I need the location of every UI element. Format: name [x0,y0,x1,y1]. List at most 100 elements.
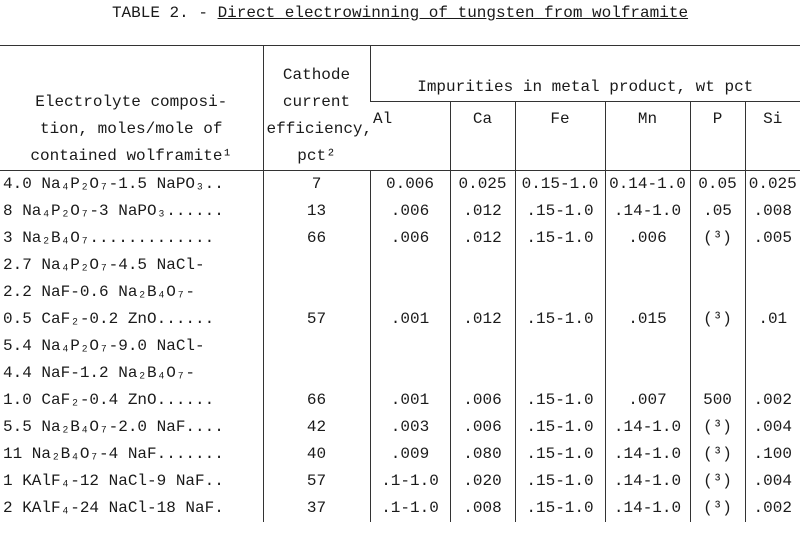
header-cell: Electrolyte composi-tion, moles/mole of c… [0,45,263,171]
impurity-cell: .008 [744,198,800,225]
impurity-cell: .009 [369,441,450,468]
text-line: 1.0 CaF₂-0.4 ZnO...... [3,391,215,409]
efficiency-cell: 57 [262,252,370,333]
table-label: TABLE 2. - [111,4,208,22]
impurity-cell: .05 [689,198,745,225]
impurity-cell: .14-1.0 [604,198,690,225]
impurity-cell: 0.025 [449,170,515,198]
data-table: Electrolyte composi-tion, moles/mole of c… [0,45,800,522]
header-cell: Mn [604,101,690,171]
header-cell: Al [370,101,450,171]
impurity-cell: .15-1.0 [514,198,605,225]
impurity-cell: .01 [744,252,800,333]
impurity-cell: .006 [449,333,515,414]
table-title: TABLE 2. - Direct electrowinning of tung… [0,2,800,24]
impurity-cell: .002 [744,495,800,522]
text-line: contained wolframite¹ [30,147,233,165]
composition-cell: 1 KAlF₄-12 NaCl-9 NaF.. [0,468,263,495]
impurity-cell: .14-1.0 [604,441,690,468]
impurity-cell: .020 [449,468,515,495]
composition-cell: 2.7 Na₄P₂O₇-4.5 NaCl- 2.2 NaF-0.6 Na₂B₄O₇… [0,252,263,333]
impurity-cell: 0.025 [744,170,800,198]
composition-cell: 5.4 Na₄P₂O₇-9.0 NaCl- 4.4 NaF-1.2 Na₂B₄O₇… [0,333,263,414]
efficiency-cell: 66 [262,333,370,414]
impurity-cell: .004 [744,468,800,495]
table-row: 5.4 Na₄P₂O₇-9.0 NaCl- 4.4 NaF-1.2 Na₂B₄O₇… [0,333,800,414]
text-line: 11 Na₂B₄O₇-4 NaF....... [3,445,224,463]
table-row: 5.5 Na₂B₄O₇-2.0 NaF.... 42.003.006.15-1.0… [0,414,800,441]
impurity-cell: 0.14-1.0 [604,170,690,198]
text-line: 1 KAlF₄-12 NaCl-9 NaF.. [3,472,224,490]
impurity-cell: .008 [449,495,515,522]
impurity-cell: .012 [449,225,515,252]
table-caption: Direct electrowinning of tungsten from w… [217,4,689,22]
header-cell: Impurities in metal product, wt pct [369,45,800,102]
table-row: 1 KAlF₄-12 NaCl-9 NaF.. 57.1-1.0.020.15-1… [0,468,800,495]
text-line: 2 KAlF₄-24 NaCl-18 NaF. [3,499,224,517]
header-cell: P [689,101,745,171]
text-line: efficiency, [266,120,371,138]
composition-cell: 5.5 Na₂B₄O₇-2.0 NaF.... [0,414,263,441]
impurity-cell: (³) [689,252,745,333]
text-line: 5.5 Na₂B₄O₇-2.0 NaF.... [3,418,224,436]
impurity-cell: 0.05 [689,170,745,198]
impurity-cell: (³) [689,225,745,252]
impurity-cell: .006 [604,225,690,252]
efficiency-cell: 40 [262,441,370,468]
table-row: 2.7 Na₄P₂O₇-4.5 NaCl- 2.2 NaF-0.6 Na₂B₄O₇… [0,252,800,333]
efficiency-cell: 66 [262,225,370,252]
impurity-cell: .007 [604,333,690,414]
impurity-cell: .006 [369,225,450,252]
impurity-cell: 0.006 [369,170,450,198]
impurity-cell: .15-1.0 [514,225,605,252]
table-row: 8 Na₄P₂O₇-3 NaPO₃...... 13.006.012.15-1.0… [0,198,800,225]
text-line: 4.4 NaF-1.2 Na₂B₄O₇- [3,364,196,382]
table-row: 2 KAlF₄-24 NaCl-18 NaF. 37.1-1.0.008.15-1… [0,495,800,522]
text-line: 3 Na₂B₄O₇............. [3,229,215,247]
header-row: Electrolyte composi-tion, moles/mole of c… [0,45,800,171]
text-line: 5.4 Na₄P₂O₇-9.0 NaCl- [3,337,205,355]
impurity-cell: .1-1.0 [369,495,450,522]
efficiency-cell: 42 [262,414,370,441]
impurity-cell: .005 [744,225,800,252]
impurity-cell: .001 [369,333,450,414]
composition-cell: 11 Na₂B₄O₇-4 NaF....... [0,441,263,468]
table-body: 4.0 Na₄P₂O₇-1.5 NaPO₃.. 7 0.006 0.025 0.15-1… [0,170,800,522]
impurity-cell: 0.15-1.0 [514,170,605,198]
impurity-cell: .15-1.0 [514,414,605,441]
header-cell: Fe [514,101,605,171]
impurity-cell: .15-1.0 [514,468,605,495]
impurity-cell: .001 [369,252,450,333]
impurity-cell: .15-1.0 [514,495,605,522]
table-row: 11 Na₂B₄O₇-4 NaF....... 40.009.080.15-1.0… [0,441,800,468]
efficiency-cell: 57 [262,468,370,495]
table-row: 3 Na₂B₄O₇............. 66.006.012.15-1.0.… [0,225,800,252]
impurity-cell: .004 [744,414,800,441]
impurity-cell: .006 [369,198,450,225]
text-line: Electrolyte composi- [35,93,228,111]
composition-cell: 8 Na₄P₂O₇-3 NaPO₃...... [0,198,263,225]
composition-cell: 2 KAlF₄-24 NaCl-18 NaF. [0,495,263,522]
text-line: Cathode [282,66,351,84]
impurity-cell: .002 [744,333,800,414]
impurity-cell: .14-1.0 [604,468,690,495]
header-cell: Si [744,101,800,171]
efficiency-cell: 37 [262,495,370,522]
impurity-cell: .015 [604,252,690,333]
text-line: tion, moles/mole of [40,120,223,138]
text-line: 4.0 Na₄P₂O₇-1.5 NaPO₃.. [3,175,224,193]
impurity-cell: .15-1.0 [514,333,605,414]
text-line: 2.2 NaF-0.6 Na₂B₄O₇- [3,283,196,301]
impurity-cell: .15-1.0 [514,252,605,333]
impurity-cell: .1-1.0 [369,468,450,495]
impurity-cell: (³) [689,414,745,441]
impurity-cell: .15-1.0 [514,441,605,468]
text-line: 0.5 CaF₂-0.2 ZnO...... [3,310,215,328]
impurity-cell: .080 [449,441,515,468]
impurity-cell: .14-1.0 [604,495,690,522]
impurity-cell: .012 [449,198,515,225]
header-cell: Cathode current efficiency, pct² [262,45,371,171]
impurity-cell: (³) [689,495,745,522]
impurity-cell: (³) [689,468,745,495]
